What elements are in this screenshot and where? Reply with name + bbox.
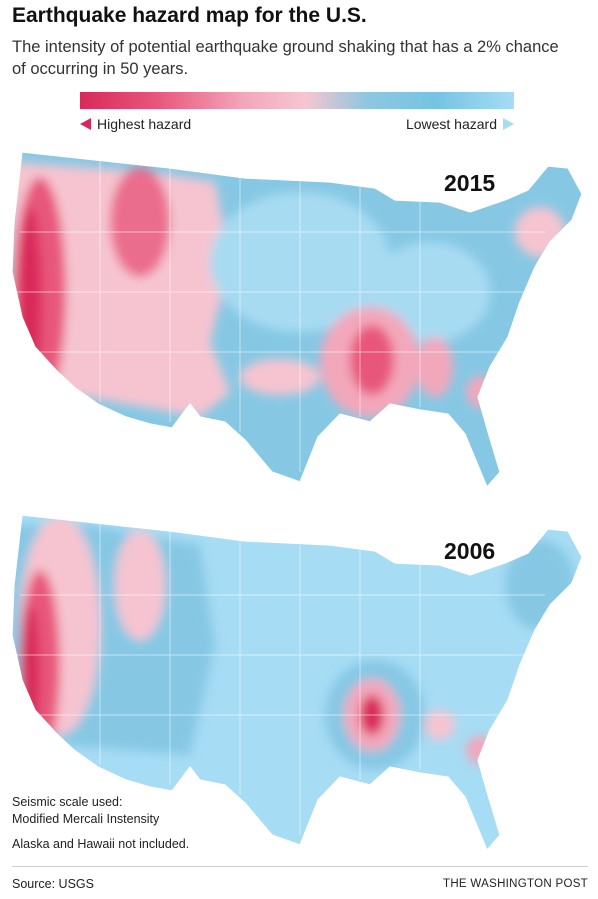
scale-name: Modified Mercali Instensity — [12, 812, 160, 826]
legend-low: Lowest hazard — [406, 116, 514, 132]
left-triangle-icon — [80, 118, 91, 130]
year-label-2006: 2006 — [444, 538, 496, 564]
right-triangle-icon — [503, 118, 514, 130]
footer-divider — [12, 866, 588, 867]
publisher-credit: THE WASHINGTON POST — [443, 878, 588, 890]
map-2006 — [11, 514, 583, 850]
source-credit: Source: USGS — [12, 877, 94, 891]
chart-subtitle: The intensity of potential earthquake gr… — [12, 38, 559, 78]
scale-heading: Seismic scale used: — [12, 795, 123, 809]
legend-high: Highest hazard — [80, 116, 191, 132]
chart-title: Earthquake hazard map for the U.S. — [12, 4, 367, 27]
legend-high-label: Highest hazard — [97, 116, 192, 132]
legend-gradient-bar — [80, 92, 514, 109]
map-2015-shading — [12, 152, 582, 487]
legend-low-label: Lowest hazard — [405, 116, 497, 132]
exclusion-note: Alaska and Hawaii not included. — [12, 837, 190, 851]
map-2015 — [11, 151, 583, 489]
year-label-2015: 2015 — [444, 170, 496, 196]
